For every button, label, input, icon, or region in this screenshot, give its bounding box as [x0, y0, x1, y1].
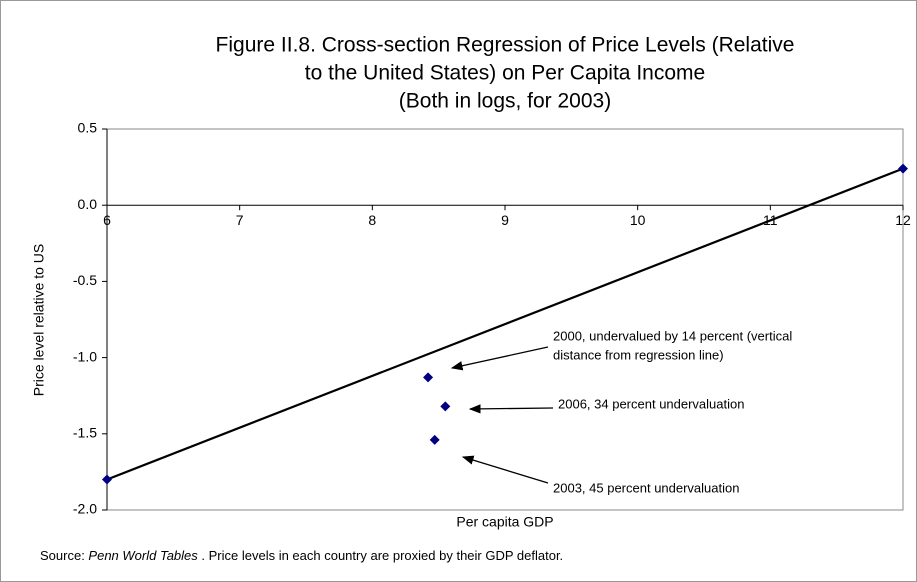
y-tick-label: 0.0 — [78, 196, 98, 212]
data-point — [423, 372, 434, 383]
chart-title: (Both in logs, for 2003) — [399, 90, 611, 113]
source-part: Source: — [40, 548, 88, 563]
x-axis-label: Per capita GDP — [456, 514, 553, 530]
annotation: 2006, 34 percent undervaluation — [558, 396, 744, 411]
x-tick-label: 8 — [368, 212, 376, 228]
chart-title: to the United States) on Per Capita Inco… — [305, 62, 705, 85]
y-tick-label: -0.5 — [73, 272, 97, 288]
x-tick-label: 12 — [895, 212, 911, 228]
data-point — [429, 434, 440, 445]
y-tick-label: -1.5 — [73, 425, 97, 441]
x-tick-label: 7 — [236, 212, 244, 228]
arrow — [468, 404, 554, 414]
x-tick-label: 6 — [103, 212, 111, 228]
annotation: 2003, 45 percent undervaluation — [553, 480, 739, 495]
arrow — [450, 346, 549, 371]
y-tick-label: -2.0 — [73, 501, 97, 517]
source-note: Source: Penn World Tables . Price levels… — [40, 548, 563, 563]
data-point — [898, 163, 908, 174]
chart-title: Figure II.8. Cross-section Regression of… — [216, 34, 795, 57]
x-tick-label: 9 — [501, 212, 509, 228]
y-tick-label: -1.0 — [73, 348, 97, 364]
regression-line — [106, 167, 904, 481]
annotation: 2000, undervalued by 14 percent (vertica… — [553, 328, 792, 343]
arrow — [461, 455, 549, 484]
annotation: distance from regression line) — [553, 347, 724, 362]
source-part: . Price levels in each country are proxi… — [198, 548, 563, 563]
data-point — [102, 474, 112, 485]
y-axis-label: Price level relative to US — [31, 244, 47, 397]
source-part: Penn World Tables — [88, 548, 198, 563]
y-tick-label: 0.5 — [78, 120, 98, 136]
x-tick-label: 10 — [630, 212, 646, 228]
data-point — [440, 401, 451, 412]
